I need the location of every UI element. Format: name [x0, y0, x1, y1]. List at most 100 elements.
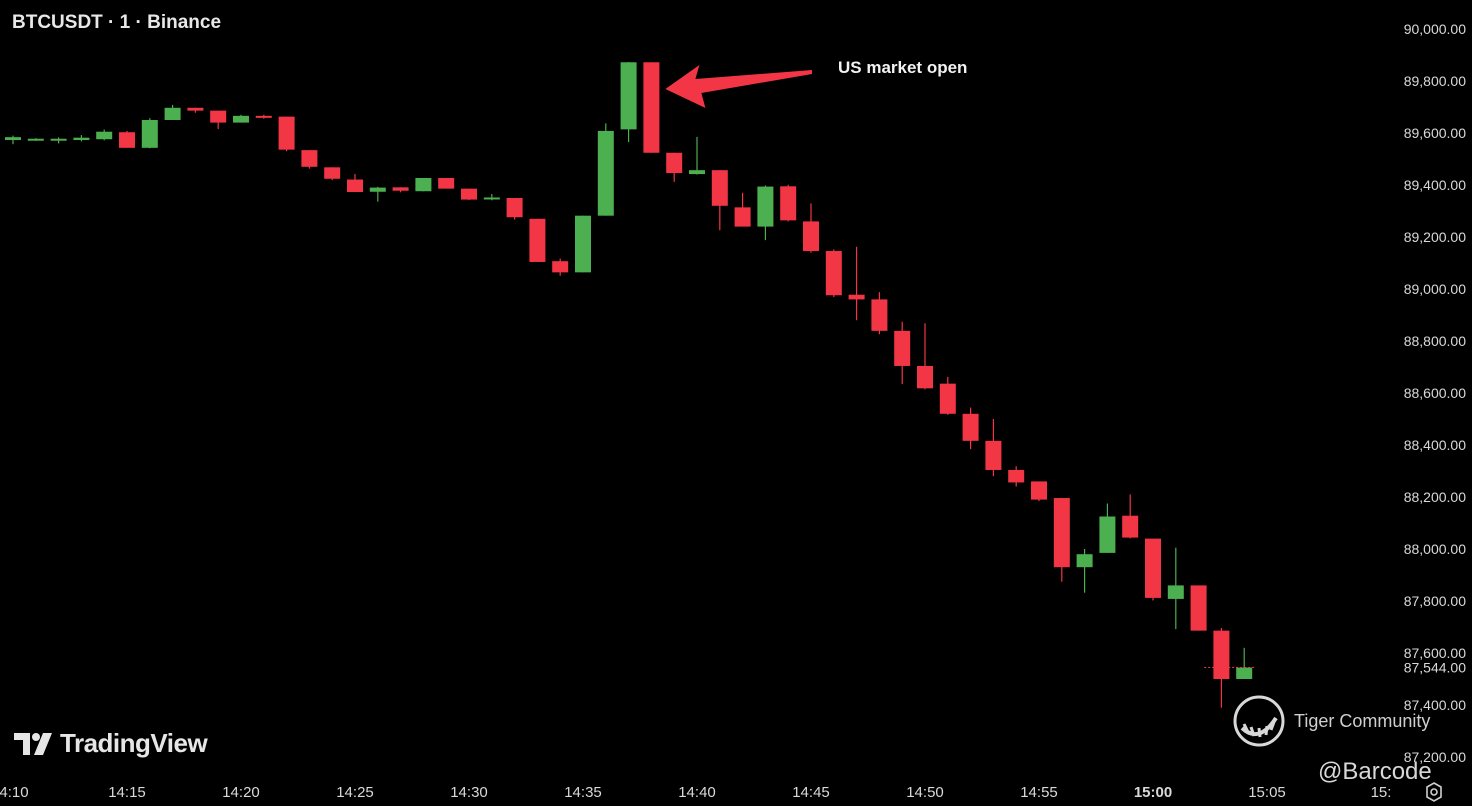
- price-axis[interactable]: 90,000.00 89,800.00 89,600.00 89,400.00 89,2…: [1204, 21, 1466, 765]
- candle-1420: [233, 114, 249, 123]
- candle-body: [301, 150, 318, 167]
- candle-body: [711, 170, 728, 206]
- price-tick-label: 89,200.00: [1404, 229, 1466, 245]
- time-axis[interactable]: 4:10 14:15 14:20 14:25 14:30 14:35 14:40 14:45 1…: [0, 784, 1391, 801]
- tiger-community-watermark: Tiger Community: [1232, 694, 1430, 748]
- candle-1450: [917, 323, 933, 390]
- price-tick-label: 88,800.00: [1404, 333, 1466, 349]
- settings-icon[interactable]: [1424, 782, 1444, 802]
- annotation-label: US market open: [838, 58, 968, 77]
- candle-1446: [825, 249, 842, 298]
- candle-body: [1099, 516, 1116, 553]
- candle-body: [324, 167, 341, 179]
- time-tick-label: 14:25: [336, 784, 374, 801]
- tradingview-logo-text: TradingView: [60, 728, 208, 758]
- candle-1448: [871, 292, 888, 335]
- candle-body: [233, 115, 249, 123]
- candle-body: [255, 115, 272, 118]
- candle-1456: [1053, 498, 1070, 582]
- candle-body: [643, 62, 660, 153]
- candle-body: [1008, 469, 1025, 483]
- candle-body: [210, 110, 227, 123]
- time-tick-label: 14:55: [1020, 784, 1058, 801]
- candle-body: [1031, 481, 1047, 500]
- arrow-icon: [665, 65, 812, 108]
- candle-1436: [597, 123, 614, 216]
- candle-body: [1076, 554, 1093, 568]
- candle-1451: [939, 376, 956, 415]
- candle-body: [187, 107, 204, 111]
- candle-body: [894, 330, 911, 366]
- candle-body: [575, 215, 591, 273]
- candle-body: [597, 130, 614, 216]
- candle-1426: [369, 186, 386, 202]
- candle-1428: [415, 177, 432, 192]
- candle-body: [757, 186, 774, 227]
- annotation-arrow: [665, 65, 812, 108]
- candle-body: [164, 107, 181, 120]
- candle-body: [415, 177, 432, 192]
- current-price-label: 87,544.00: [1404, 660, 1466, 676]
- candle-1418: [187, 107, 204, 113]
- candle-1423: [301, 150, 318, 169]
- candle-1414: [96, 129, 113, 141]
- price-tick-label: 87,600.00: [1404, 645, 1466, 661]
- candle-body: [620, 62, 637, 130]
- candle-1439: [666, 152, 683, 182]
- candle-1444: [780, 184, 797, 222]
- candle-1433: [529, 218, 546, 262]
- price-tick-label: 89,400.00: [1404, 177, 1466, 193]
- candle-1437: [620, 62, 637, 143]
- time-tick-label: 14:35: [564, 784, 602, 801]
- candle-body: [461, 188, 477, 200]
- candle-body: [96, 131, 113, 140]
- time-tick-label: 14:50: [906, 784, 944, 801]
- candle-body: [1053, 498, 1070, 568]
- price-tick-label: 89,800.00: [1404, 73, 1466, 89]
- candle-1422: [278, 116, 295, 152]
- candle-1434: [552, 258, 569, 276]
- symbol-title[interactable]: BTCUSDT · 1 · Binance: [12, 12, 222, 33]
- candle-1412: [50, 137, 67, 144]
- candle-1457: [1076, 549, 1093, 593]
- candle-body: [529, 218, 546, 262]
- candle-1452: [962, 407, 979, 450]
- candle-body: [347, 179, 363, 193]
- candle-body: [141, 120, 158, 148]
- candle-body: [1190, 585, 1207, 631]
- candle-1455: [1031, 481, 1047, 502]
- candle-body: [278, 116, 295, 150]
- candle-body: [552, 261, 569, 273]
- price-tick-label: 87,200.00: [1404, 749, 1466, 765]
- candle-1416: [141, 118, 158, 149]
- tiger-community-icon: [1233, 695, 1285, 747]
- candle-1442: [734, 192, 751, 227]
- candle-1445: [803, 203, 819, 253]
- candle-1459: [1122, 494, 1139, 539]
- time-tick-label: 14:30: [450, 784, 488, 801]
- candle-body: [871, 299, 888, 331]
- candles-layer: [5, 62, 1253, 708]
- candle-body: [73, 137, 90, 141]
- time-tick-label: 14:40: [678, 784, 716, 801]
- candle-1427: [392, 187, 409, 193]
- candle-1421: [255, 114, 272, 119]
- candle-body: [780, 186, 797, 221]
- candle-1438: [643, 62, 660, 153]
- tradingview-logo[interactable]: TradingView: [14, 728, 208, 759]
- candle-1430: [461, 188, 477, 201]
- candle-body: [689, 170, 705, 175]
- candle-1447: [848, 246, 865, 321]
- candle-1454: [1008, 466, 1025, 487]
- candle-body: [506, 198, 523, 218]
- tiger-community-text: Tiger Community: [1294, 710, 1431, 731]
- candle-body: [483, 197, 500, 200]
- candle-1500: [1145, 538, 1161, 601]
- candle-1443: [757, 185, 774, 241]
- time-tick-label: 14:15: [108, 784, 146, 801]
- barcode-watermark: @Barcode: [1318, 758, 1432, 785]
- candle-1410: [5, 135, 21, 145]
- tradingview-logo-icon: [14, 732, 52, 755]
- time-tick-label: 15:: [1371, 784, 1392, 801]
